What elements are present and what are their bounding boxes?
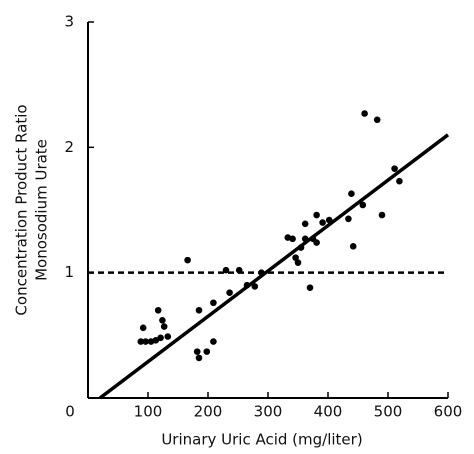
- x-tick-label: 600: [434, 403, 463, 421]
- data-point: [391, 165, 398, 172]
- x-tick-label: 300: [254, 403, 283, 421]
- data-point: [195, 306, 203, 314]
- data-point: [301, 220, 309, 228]
- x-tick-label: 500: [374, 403, 403, 421]
- y-tick-label: 3: [64, 13, 74, 31]
- data-point: [361, 110, 368, 117]
- data-point: [193, 348, 201, 355]
- data-point: [137, 338, 145, 345]
- data-point: [157, 334, 164, 342]
- y-axis-label: Concentration Product Ratio: [13, 104, 31, 315]
- data-point: [243, 281, 251, 289]
- data-point: [319, 219, 326, 226]
- data-point: [378, 211, 386, 219]
- data-point: [345, 215, 352, 223]
- reference-line: [98, 133, 450, 400]
- data-point: [184, 256, 191, 264]
- data-point: [306, 284, 314, 292]
- data-point: [139, 324, 147, 332]
- x-axis-label: Urinary Uric Acid (mg/liter): [161, 431, 362, 449]
- data-point: [349, 243, 357, 250]
- data-point: [348, 190, 355, 198]
- x-tick-label: 0: [65, 403, 75, 421]
- data-point: [313, 211, 320, 219]
- data-point: [142, 338, 149, 345]
- x-tick-label: 400: [314, 403, 343, 421]
- data-point: [373, 116, 381, 124]
- data-point: [359, 201, 367, 209]
- data-point: [203, 348, 211, 355]
- x-tick-label: 200: [194, 403, 223, 421]
- data-point: [251, 283, 259, 290]
- y-tick-label: 1: [64, 263, 74, 281]
- y-tick-label: 2: [64, 138, 74, 156]
- data-point: [159, 316, 166, 324]
- data-point: [195, 354, 203, 362]
- data-point: [210, 338, 217, 345]
- data-point: [160, 323, 168, 330]
- y-axis-label: Monosodium Urate: [33, 139, 51, 281]
- data-point: [258, 269, 265, 276]
- data-point: [294, 259, 302, 266]
- data-point: [222, 266, 230, 274]
- data-point: [164, 333, 172, 340]
- data-point: [301, 235, 309, 243]
- data-point: [396, 177, 403, 185]
- data-point: [325, 216, 333, 224]
- data-point: [297, 244, 305, 251]
- data-point: [292, 254, 299, 261]
- data-point: [313, 239, 320, 246]
- data-point: [289, 235, 296, 243]
- data-point: [226, 289, 233, 297]
- data-point: [235, 266, 243, 274]
- data-point: [210, 299, 217, 307]
- x-tick-label: 100: [134, 403, 163, 421]
- data-point: [154, 306, 162, 314]
